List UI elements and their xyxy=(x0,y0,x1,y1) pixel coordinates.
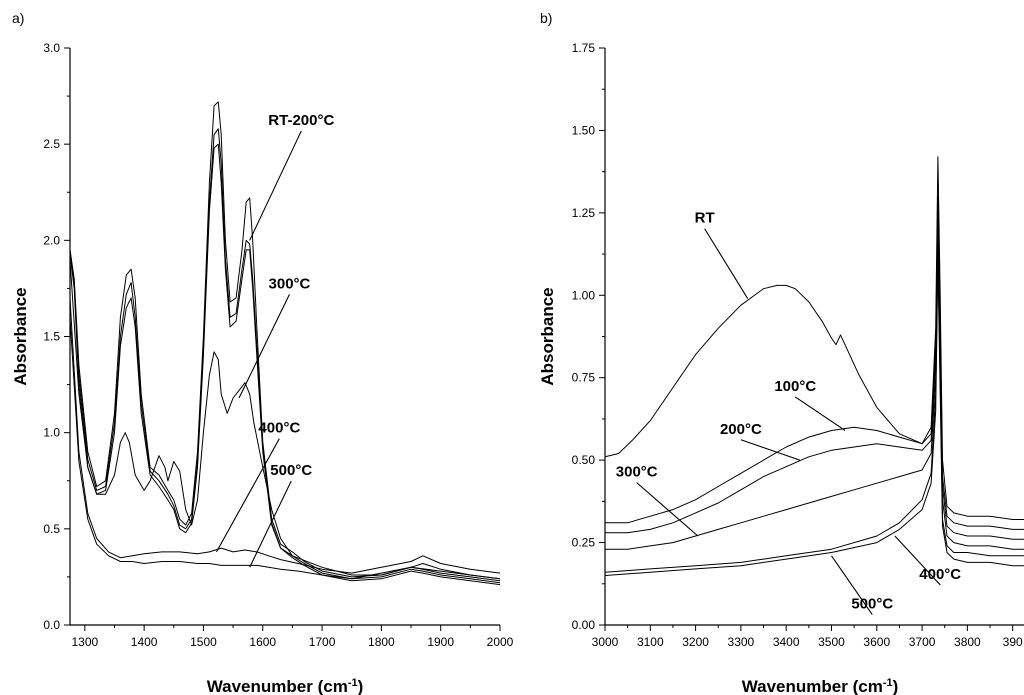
annotation-label: 100°C xyxy=(774,378,816,395)
x-tick-label: 3000 xyxy=(592,635,619,649)
x-tick-label: 3600 xyxy=(863,635,890,649)
annotation-leader xyxy=(740,439,800,461)
series-line-2 xyxy=(70,128,500,584)
x-tick-label: 1600 xyxy=(249,635,276,649)
annotation-leader xyxy=(238,294,290,399)
x-tick-label: 3500 xyxy=(818,635,845,649)
x-tick-label: 1900 xyxy=(427,635,454,649)
series-line-1 xyxy=(605,156,1024,520)
x-tick-label: 1500 xyxy=(190,635,217,649)
y-tick-label: 1.0 xyxy=(43,426,60,440)
x-tick-label: 1300 xyxy=(71,635,98,649)
y-tick-label: 2.5 xyxy=(43,137,60,151)
series-line-5 xyxy=(70,297,500,574)
series-line-4 xyxy=(70,259,500,580)
annotation-leader xyxy=(636,482,699,537)
x-axis-title: Wavenumber (cm-1) xyxy=(207,677,364,695)
annotation-leader xyxy=(894,535,941,586)
y-axis-title: Absorbance xyxy=(11,287,30,385)
panel-label: b) xyxy=(540,10,552,26)
x-tick-label: 3100 xyxy=(637,635,664,649)
y-tick-label: 3.0 xyxy=(43,41,60,55)
y-tick-label: 1.25 xyxy=(572,206,596,220)
y-axis-title: Absorbance xyxy=(538,287,557,385)
series-line-3 xyxy=(605,212,1024,540)
annotation-label: 300°C xyxy=(616,464,658,481)
series-line-2 xyxy=(605,195,1024,530)
annotation-label: 200°C xyxy=(720,421,762,438)
y-tick-label: 2.0 xyxy=(43,233,60,247)
series-line-3 xyxy=(70,143,500,586)
y-tick-label: 0.00 xyxy=(572,618,596,632)
annotation-leader xyxy=(216,438,280,553)
series-line-6 xyxy=(605,261,1024,576)
x-tick-label: 1400 xyxy=(131,635,158,649)
x-tick-label: 3300 xyxy=(728,635,755,649)
x-tick-label: 3700 xyxy=(909,635,936,649)
y-tick-label: 0.50 xyxy=(572,453,596,467)
x-tick-label: 2000 xyxy=(487,635,514,649)
y-tick-label: 0.5 xyxy=(43,522,60,536)
y-tick-label: 0.25 xyxy=(572,536,596,550)
x-tick-label: 390 xyxy=(1003,635,1023,649)
annotation-label: 500°C xyxy=(270,462,312,479)
series-line-5 xyxy=(605,245,1024,573)
annotation-label: 300°C xyxy=(269,275,311,292)
y-tick-label: 1.00 xyxy=(572,288,596,302)
y-tick-label: 1.75 xyxy=(572,41,596,55)
annotation-label: 400°C xyxy=(919,566,961,583)
x-tick-label: 1700 xyxy=(309,635,336,649)
annotation-label: RT-200°C xyxy=(268,112,334,129)
x-axis-title: Wavenumber (cm-1) xyxy=(742,677,899,695)
series-line-6 xyxy=(70,317,500,580)
x-tick-label: 3400 xyxy=(773,635,800,649)
annotation-label: RT xyxy=(695,210,715,227)
annotation-label: 500°C xyxy=(851,596,893,613)
panel-b: b) 0.00 0.25 0.50 0.75 1.00 1.25 1.50 1.75 3000 31… xyxy=(538,10,1024,695)
series-line-1 xyxy=(70,101,500,582)
x-tick-label: 3800 xyxy=(954,635,981,649)
x-tick-label: 3200 xyxy=(682,635,709,649)
annotation-leader xyxy=(794,396,846,431)
annotation-label: 400°C xyxy=(258,420,300,437)
panel-label: a) xyxy=(12,10,24,26)
y-tick-label: 1.50 xyxy=(572,123,596,137)
y-tick-label: 0.75 xyxy=(572,371,596,385)
x-tick-label: 1800 xyxy=(368,635,395,649)
annotation-leader xyxy=(249,480,292,568)
panel-a: a) 0.0 0.5 1.0 1.5 2.0 2.5 3.0 1300 1400 1500 1600 1… xyxy=(11,10,514,695)
y-tick-label: 1.5 xyxy=(43,330,60,344)
series-line-4 xyxy=(605,228,1024,550)
annotation-leader xyxy=(831,555,873,615)
y-tick-label: 0.0 xyxy=(43,618,60,632)
annotation-leader xyxy=(704,228,749,299)
annotation-leader xyxy=(249,130,302,241)
